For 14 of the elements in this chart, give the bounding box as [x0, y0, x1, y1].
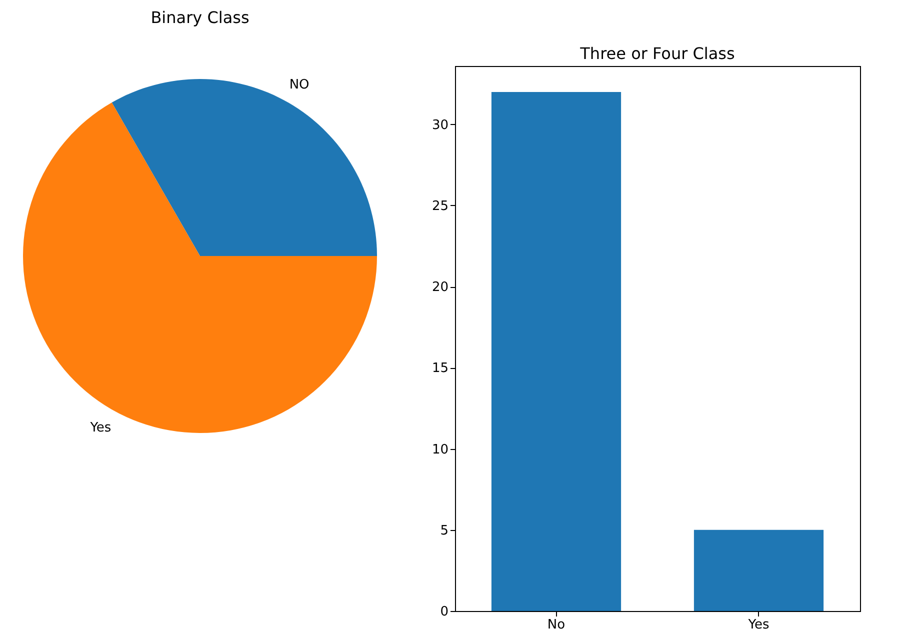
x-tick-label: No: [547, 618, 566, 631]
y-tick-label: 30: [432, 118, 448, 133]
y-tick-label: 0: [440, 604, 448, 620]
chart-title: Three or Four Class: [579, 44, 735, 63]
y-tick-label: 15: [432, 361, 448, 376]
pie-slice: [23, 102, 377, 433]
y-tick-label: 25: [432, 198, 448, 214]
slice-label: NO: [289, 77, 310, 92]
y-tick-label: 5: [440, 523, 448, 538]
slice-label: Yes: [89, 420, 112, 436]
chart-title: Binary Class: [150, 8, 250, 27]
y-tick-label: 20: [432, 280, 448, 296]
pie-slice: [112, 79, 377, 256]
y-tick-label: 10: [432, 442, 448, 458]
